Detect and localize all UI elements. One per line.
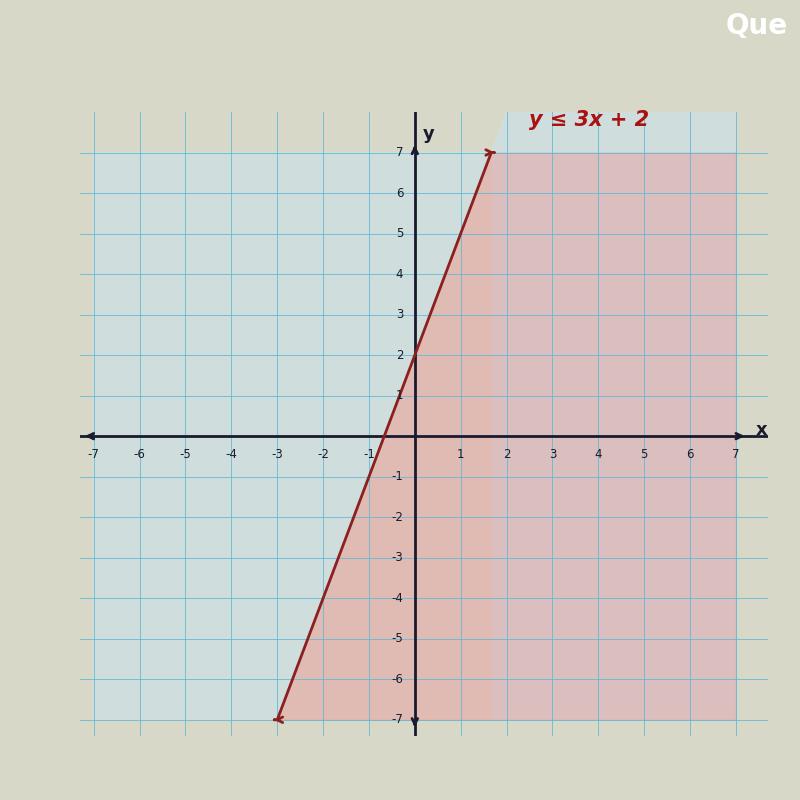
Text: 1: 1	[457, 448, 465, 462]
Text: -2: -2	[317, 448, 329, 462]
Text: 7: 7	[732, 448, 740, 462]
Text: 5: 5	[396, 227, 403, 240]
Text: 3: 3	[549, 448, 556, 462]
Text: 1: 1	[396, 389, 403, 402]
Text: -1: -1	[363, 448, 375, 462]
Text: 5: 5	[641, 448, 648, 462]
Text: -6: -6	[391, 673, 403, 686]
Text: -4: -4	[391, 592, 403, 605]
Text: 7: 7	[396, 146, 403, 159]
Text: y ≤ 3x + 2: y ≤ 3x + 2	[530, 110, 650, 130]
Text: 3: 3	[396, 308, 403, 321]
Text: -4: -4	[226, 448, 238, 462]
Text: y: y	[422, 126, 434, 143]
Text: 2: 2	[396, 349, 403, 362]
Text: -6: -6	[134, 448, 146, 462]
Text: x: x	[755, 421, 767, 439]
Text: Que: Que	[726, 12, 788, 40]
Text: 2: 2	[503, 448, 510, 462]
Text: -2: -2	[391, 510, 403, 524]
Text: -3: -3	[392, 551, 403, 564]
Text: -5: -5	[392, 632, 403, 646]
Text: -7: -7	[391, 714, 403, 726]
Text: 6: 6	[686, 448, 694, 462]
Text: 6: 6	[396, 186, 403, 199]
Text: -1: -1	[391, 470, 403, 483]
Text: 4: 4	[396, 267, 403, 281]
Text: -5: -5	[180, 448, 191, 462]
Text: -3: -3	[271, 448, 283, 462]
Text: -7: -7	[88, 448, 100, 462]
Text: 4: 4	[594, 448, 602, 462]
